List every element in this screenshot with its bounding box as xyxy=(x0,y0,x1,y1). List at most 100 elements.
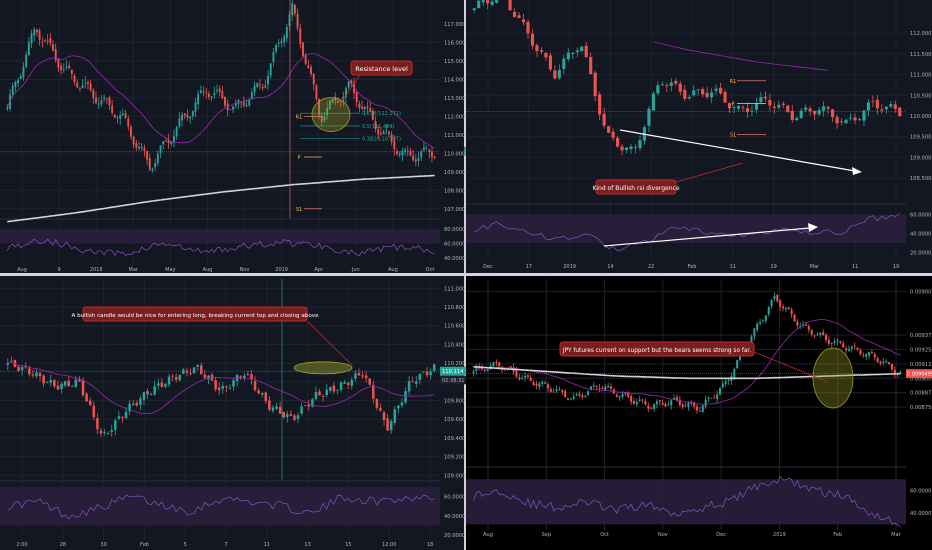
tr-divergence-rsi-arrow xyxy=(808,223,818,232)
tl-candle-body-102 xyxy=(280,41,283,43)
bl-annotation[interactable]: A bullish candle would be nice for enter… xyxy=(71,306,319,322)
tl-candle-body-53 xyxy=(148,158,151,170)
tr-candle-body-88 xyxy=(866,102,870,111)
tl-candle-body-78 xyxy=(216,90,218,92)
br-annotation-pointer xyxy=(753,351,829,383)
br-candle-body-108 xyxy=(782,306,785,309)
tl-time-tick-7: 2019 xyxy=(275,267,288,273)
tl-candle-body-6 xyxy=(22,67,25,78)
tl-candle-body-90 xyxy=(248,100,251,106)
tr-pivot-label-1: P xyxy=(731,102,734,108)
bl-candle-body-13 xyxy=(53,380,56,387)
tr-candle-body-45 xyxy=(674,80,678,84)
tl-candle-body-16 xyxy=(49,38,52,44)
tl-candle-body-9 xyxy=(30,33,33,44)
tr-divergence-price-arrow xyxy=(852,167,862,175)
bl-price-axis: 110.114 02:38:31 111.000 110.800 110.600 110.… xyxy=(440,279,466,540)
br-candle-body-144 xyxy=(885,361,888,363)
tl-candle-body-30 xyxy=(87,82,89,84)
tr-candle-body-72 xyxy=(795,117,799,121)
tr-candle-body-11 xyxy=(521,19,526,23)
tl-candle-body-152 xyxy=(414,159,417,162)
panel-top-left[interactable]: 0.618(112.171) 0.5(111.484) 0.382(110.797)… xyxy=(0,0,466,273)
tl-candle-body-7 xyxy=(25,54,28,67)
tl-price-tick-0: 117.000 xyxy=(444,22,465,28)
br-price-tick-6: 0.0087500 xyxy=(910,405,932,411)
tl-candle-body-48 xyxy=(135,143,138,148)
panel-bottom-left[interactable]: 110.114 02:38:31 111.000 110.800 110.600 110.… xyxy=(0,276,466,550)
tr-annotation-text: Kind of Bullish rsi divergence xyxy=(592,185,679,192)
tr-candle-body-60 xyxy=(741,107,745,109)
tr-rsi xyxy=(474,213,900,252)
tl-candle-body-89 xyxy=(245,105,248,107)
bl-candle-body-55 xyxy=(203,374,207,378)
tl-candle-body-59 xyxy=(164,141,167,142)
tr-candle-body-21 xyxy=(566,52,570,60)
br-price-tick-3: 0.0091250 xyxy=(910,362,932,368)
tl-candle-body-36 xyxy=(103,97,106,99)
bl-candle-body-20 xyxy=(78,379,81,382)
br-candle-body-86 xyxy=(718,388,721,395)
tr-candle-body-79 xyxy=(826,107,830,109)
tr-candle-body-51 xyxy=(701,89,705,95)
tr-annotation-pointer xyxy=(675,162,744,183)
tr-annotation[interactable]: Kind of Bullish rsi divergence xyxy=(592,179,680,195)
br-time-tick-0: Aug xyxy=(483,532,493,538)
tl-candle-body-60 xyxy=(167,139,170,144)
tl-candle-body-69 xyxy=(191,111,194,117)
tr-candle-body-61 xyxy=(745,108,750,112)
br-candle-body-36 xyxy=(575,394,578,396)
tr-divergence-price-line xyxy=(619,129,856,172)
tl-candle-body-8 xyxy=(27,42,30,56)
tr-price-tick-5: 109.500 xyxy=(910,135,931,141)
br-candle-body-102 xyxy=(764,315,767,321)
bl-candle-body-1 xyxy=(10,360,13,362)
br-candle-body-35 xyxy=(572,396,575,399)
br-candle-body-28 xyxy=(552,391,555,393)
tl-candle-body-113 xyxy=(310,67,312,75)
br-candle-body-113 xyxy=(796,321,799,326)
br-candle-body-31 xyxy=(561,390,564,393)
tl-candle-body-146 xyxy=(398,153,401,156)
tr-drawings: R1 P S1 xyxy=(466,79,906,247)
br-candle-body-141 xyxy=(876,357,879,363)
bl-candle-body-25 xyxy=(96,418,99,430)
bl-candle-body-23 xyxy=(88,400,92,406)
tl-price-tick-9: 108.000 xyxy=(444,188,465,194)
br-candle-body-67 xyxy=(664,403,667,407)
bl-candle-body-74 xyxy=(271,407,275,411)
br-drawings xyxy=(466,347,906,409)
tl-candle-body-49 xyxy=(138,146,140,149)
bl-candle-body-71 xyxy=(260,393,264,395)
tr-candle-body-19 xyxy=(557,70,561,78)
tl-candle-body-22 xyxy=(65,66,68,68)
tl-rsi-line xyxy=(6,238,435,256)
tl-candle-body-151 xyxy=(412,155,415,161)
tl-candle-body-138 xyxy=(377,129,380,135)
br-candle-body-48 xyxy=(610,386,613,389)
bl-time-axis-bg xyxy=(0,540,464,550)
bl-time-tick-10: 18 xyxy=(427,542,433,548)
tl-time-tick-9: Jun xyxy=(351,267,360,273)
tr-price-tick-6: 109.000 xyxy=(910,155,931,161)
br-candle-body-55 xyxy=(630,396,633,402)
br-rsi-tick-1: 40.0000 xyxy=(910,511,931,517)
tr-rsi-axis: 60.0000 40.0000 20.0000 xyxy=(910,213,931,257)
bl-time-tick-5: 7 xyxy=(224,542,227,548)
br-rsi xyxy=(473,475,901,528)
panel-bottom-right[interactable]: 0.00904950.00900000.00937500.00925000.00… xyxy=(466,276,932,550)
br-candle-body-19 xyxy=(526,375,529,377)
br-candle-body-112 xyxy=(793,314,796,322)
bl-candle-body-39 xyxy=(146,390,149,395)
tl-annotation[interactable]: Resistance level xyxy=(350,60,413,76)
br-candle-body-147 xyxy=(893,369,896,374)
bl-candle-body-107 xyxy=(389,421,393,431)
tl-candle-body-67 xyxy=(186,114,189,118)
tr-candle-body-84 xyxy=(848,117,853,119)
br-candle-body-87 xyxy=(721,383,724,388)
tl-candle-body-99 xyxy=(272,52,275,62)
br-candle-body-111 xyxy=(790,309,793,315)
bl-rsi-band xyxy=(0,486,440,526)
br-annotation[interactable]: JPY futures current on support but the b… xyxy=(559,341,755,357)
